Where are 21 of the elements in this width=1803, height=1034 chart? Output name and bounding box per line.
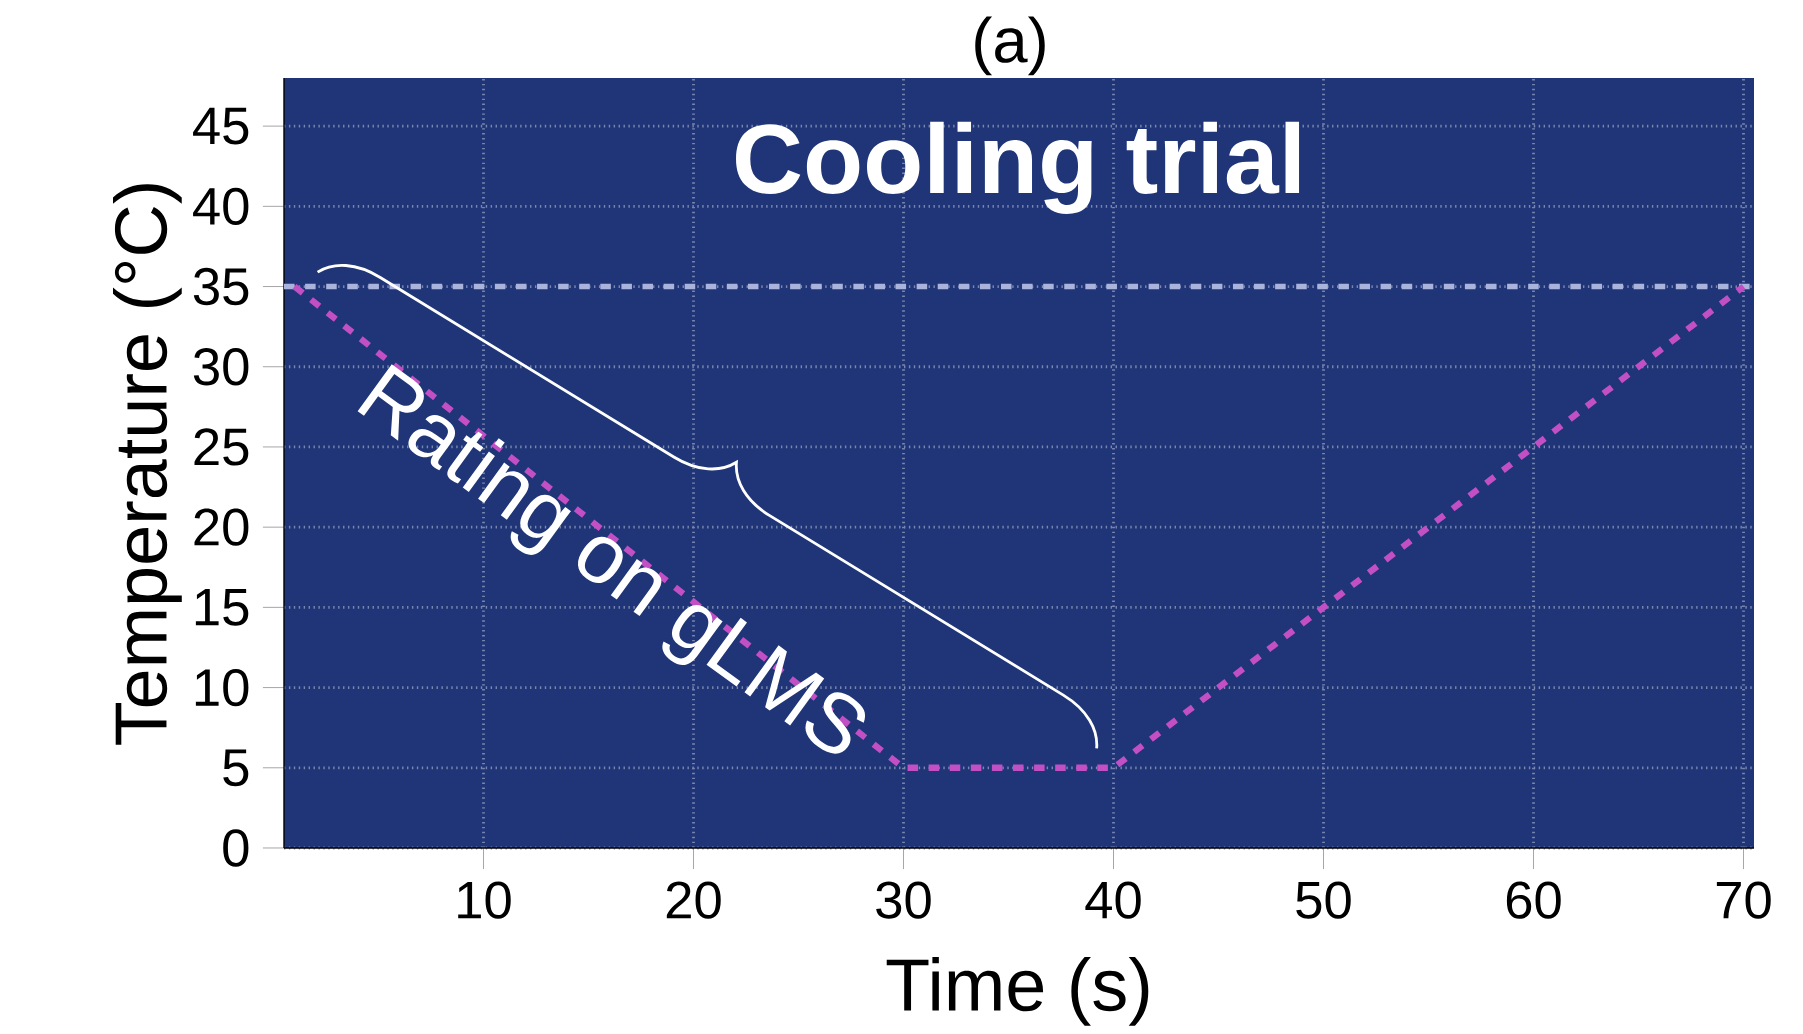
x-tick-label: 50 <box>1296 881 1351 919</box>
y-tick-label: 15 <box>195 588 249 626</box>
x-tick-label: 70 <box>1716 881 1771 919</box>
annotation: Cooling trial <box>736 121 1300 214</box>
x-tick-label: 60 <box>1506 881 1561 919</box>
y-tick-label: 0 <box>223 829 249 867</box>
chart-title: (a) <box>975 16 1045 76</box>
x-tick-label: 10 <box>458 881 511 919</box>
y-tick-label: 5 <box>223 749 249 787</box>
y-tick-label: 45 <box>193 107 249 145</box>
x-tick-label: 30 <box>876 881 931 919</box>
y-tick-label: 40 <box>193 187 249 225</box>
y-tick-label: 10 <box>195 668 249 707</box>
y-tick-label: 35 <box>193 267 249 306</box>
y-axis-title: Temperature (°C) <box>113 184 182 745</box>
y-tick-label: 30 <box>193 348 249 386</box>
x-tick-label: 40 <box>1085 881 1141 919</box>
y-tick-label: 20 <box>194 508 249 546</box>
y-tick-label: 25 <box>194 428 249 466</box>
x-tick-label: 20 <box>666 881 721 919</box>
x-axis-title: Time (s) <box>886 957 1149 1026</box>
